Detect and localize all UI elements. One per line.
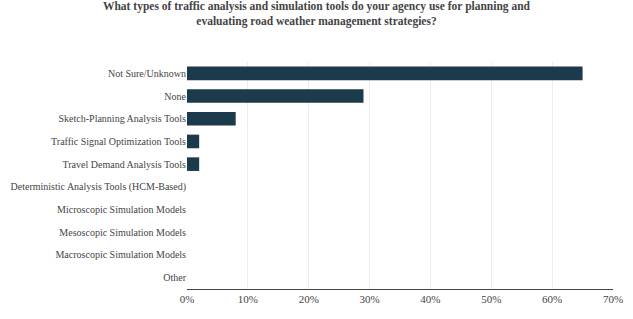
svg-text:Microscopic Simulation Models: Microscopic Simulation Models: [57, 204, 186, 215]
svg-text:Sketch-Planning Analysis Tools: Sketch-Planning Analysis Tools: [59, 113, 187, 124]
svg-text:None: None: [164, 91, 186, 102]
svg-text:What types of traffic analysis: What types of traffic analysis and simul…: [103, 0, 531, 28]
svg-text:50%: 50%: [481, 293, 501, 305]
svg-text:Macroscopic Simulation Models: Macroscopic Simulation Models: [55, 249, 186, 260]
svg-text:10%: 10%: [238, 293, 258, 305]
svg-text:Other: Other: [163, 272, 186, 283]
svg-text:Deterministic Analysis Tools (: Deterministic Analysis Tools (HCM-Based): [11, 181, 187, 193]
svg-text:Travel Demand Analysis Tools: Travel Demand Analysis Tools: [63, 159, 187, 170]
svg-text:0%: 0%: [180, 293, 195, 305]
svg-text:30%: 30%: [359, 293, 379, 305]
svg-text:40%: 40%: [420, 293, 440, 305]
svg-text:20%: 20%: [299, 293, 319, 305]
svg-text:Not Sure/Unknown: Not Sure/Unknown: [108, 68, 186, 79]
svg-text:Mesoscopic Simulation Models: Mesoscopic Simulation Models: [59, 227, 186, 238]
svg-text:60%: 60%: [542, 293, 562, 305]
svg-text:Traffic Signal Optimization To: Traffic Signal Optimization Tools: [51, 136, 186, 147]
svg-text:70%: 70%: [603, 293, 623, 305]
